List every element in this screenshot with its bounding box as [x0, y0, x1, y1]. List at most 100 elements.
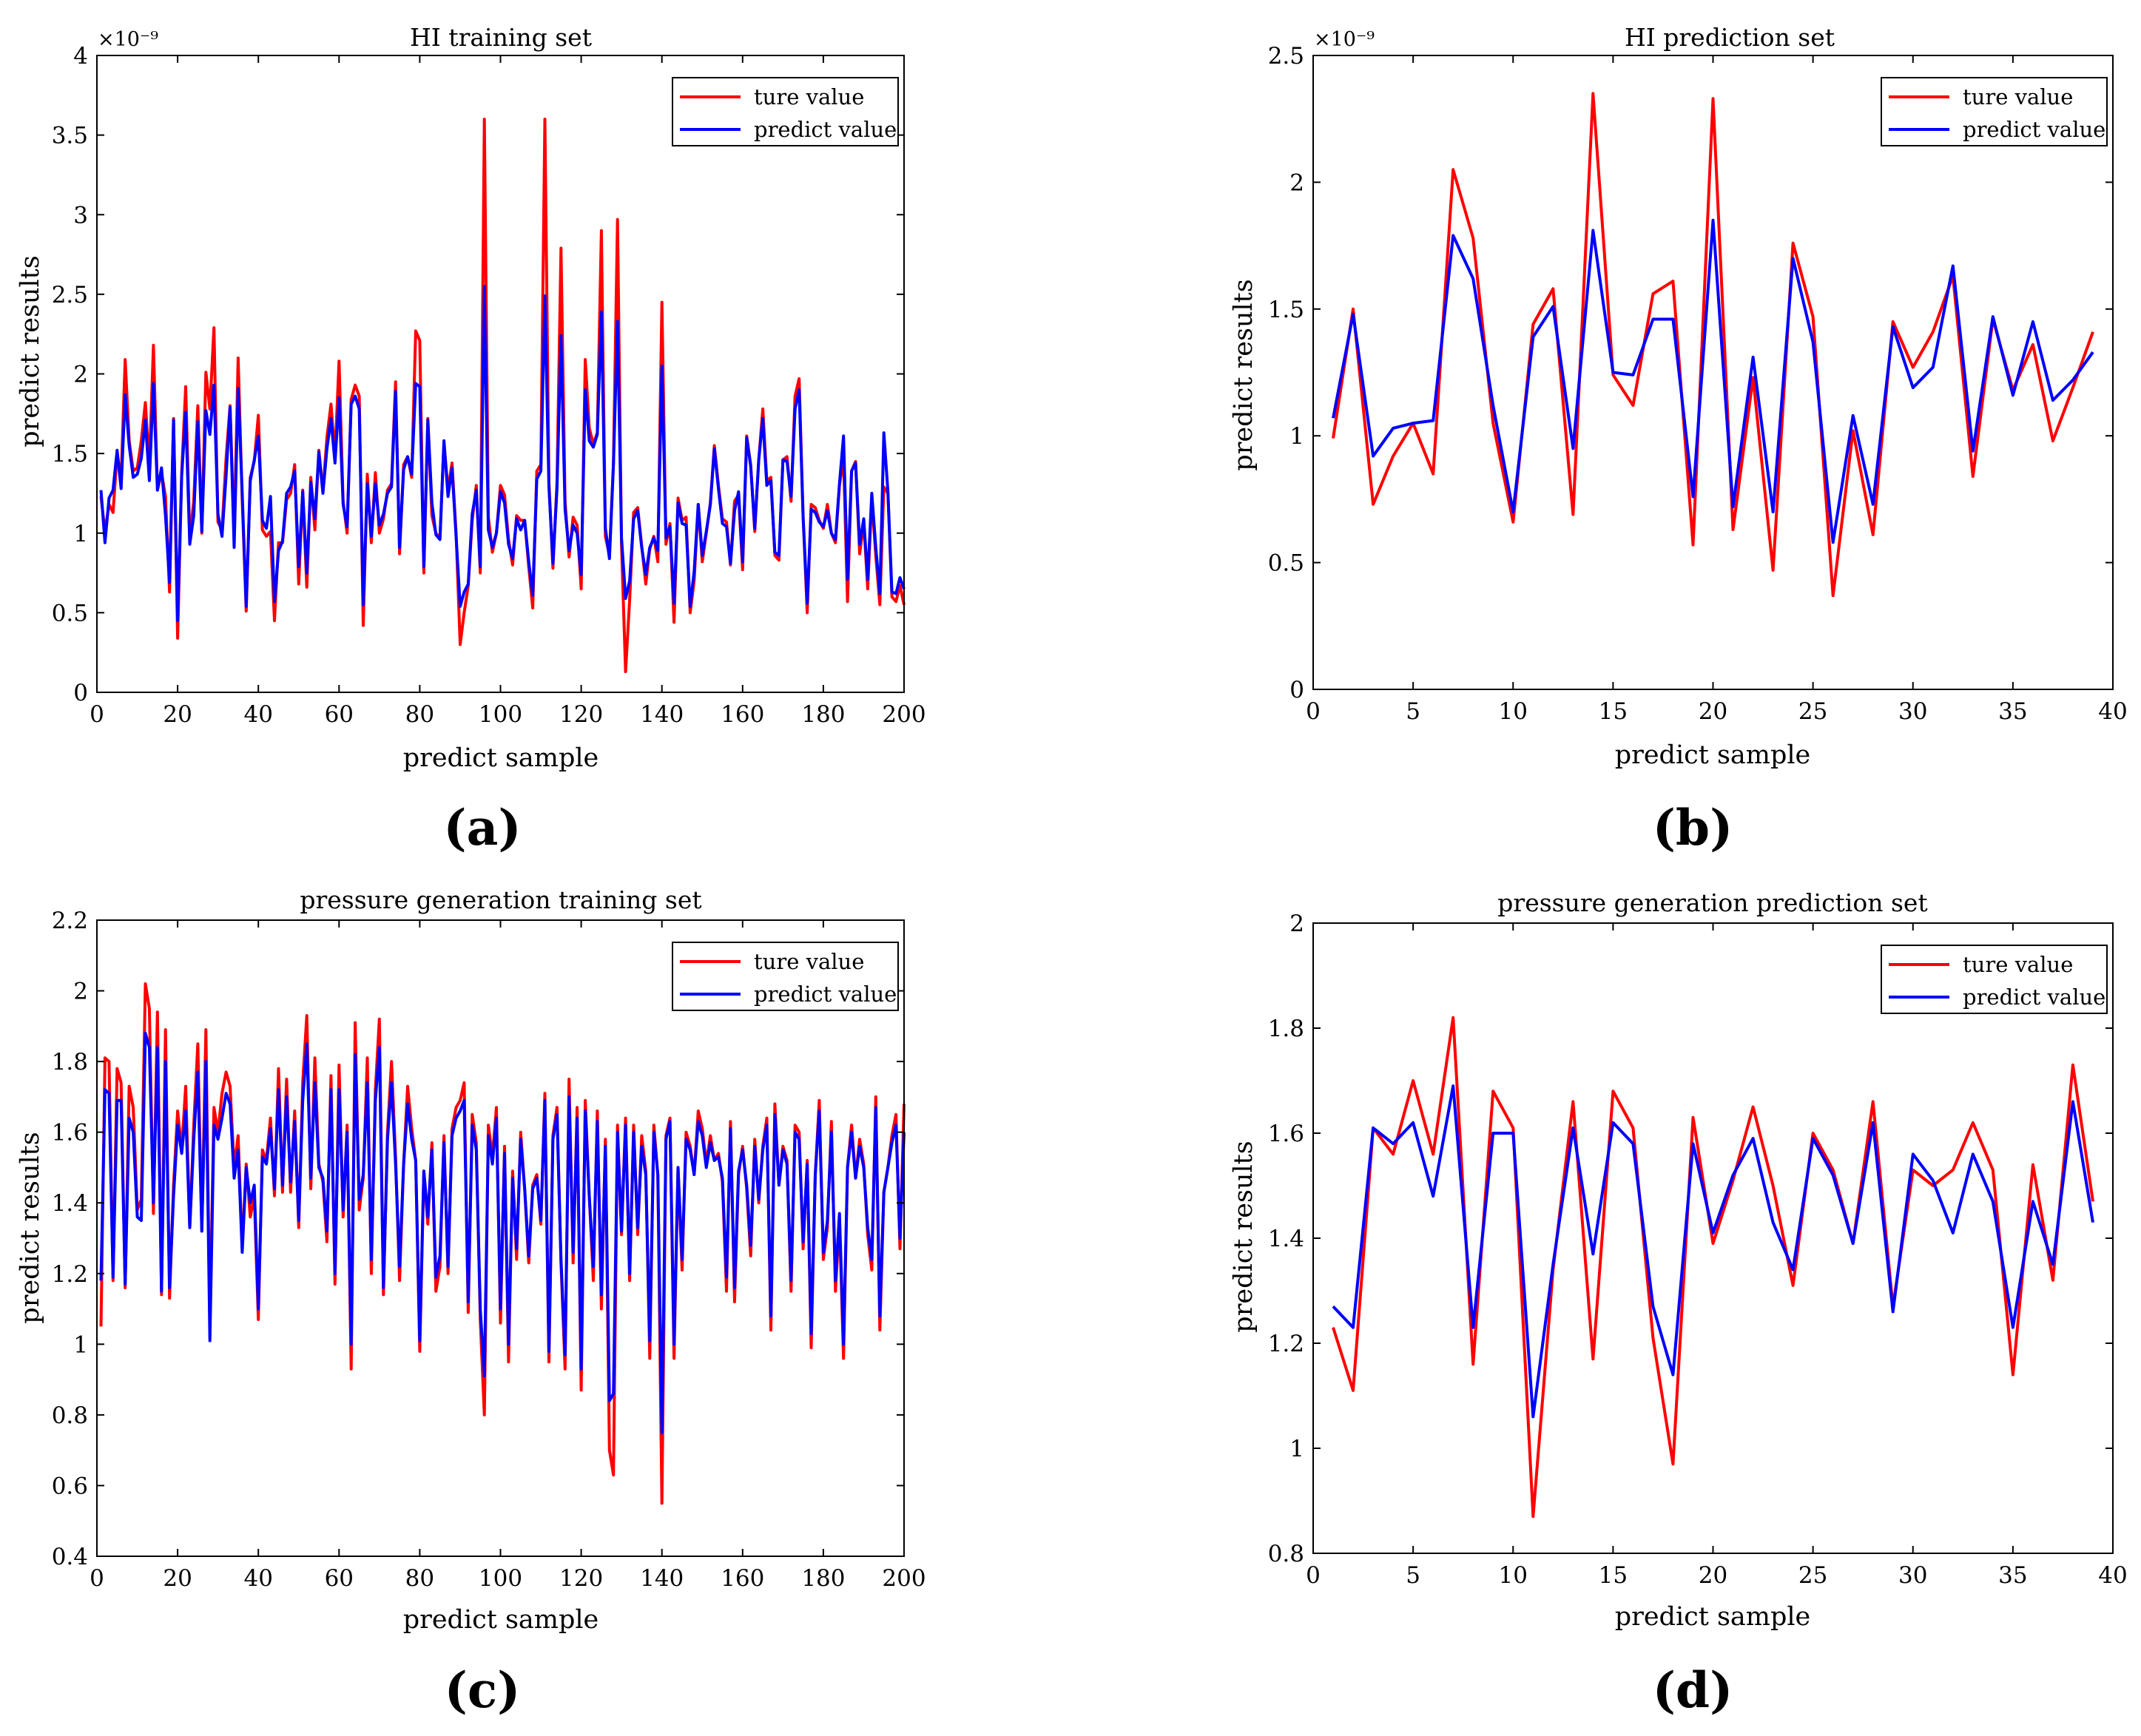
x-tick-label: 60: [325, 1565, 354, 1592]
x-tick-label: 40: [2098, 698, 2127, 725]
y-axis-label: predict results: [1229, 279, 1258, 470]
exponent-label: ×10⁻⁹: [98, 28, 158, 51]
y-tick-label: 2: [1289, 911, 1304, 937]
x-tick-label: 200: [882, 701, 925, 728]
x-tick-label: 15: [1599, 698, 1628, 725]
x-axis-label: predict sample: [403, 743, 599, 773]
x-tick-label: 0: [1306, 698, 1321, 725]
y-tick-label: 1.2: [52, 1261, 88, 1288]
y-tick-label: 1.2: [1268, 1331, 1304, 1357]
panel-label: (b): [1653, 799, 1733, 857]
y-tick-label: 1.8: [52, 1049, 88, 1075]
x-tick-label: 180: [801, 1565, 845, 1592]
predict-value-line: [99, 1031, 906, 1434]
x-tick-label: 60: [325, 701, 354, 728]
x-tick-label: 20: [1699, 1562, 1727, 1589]
legend: ture value predict value: [1881, 77, 2108, 146]
x-tick-label: 160: [721, 701, 764, 728]
predict-value-line: [1332, 1084, 2094, 1419]
x-tick-label: 10: [1499, 1562, 1528, 1589]
x-tick-label: 40: [2098, 1562, 2127, 1589]
y-tick-label: 2.2: [52, 908, 88, 934]
chart-pressure-prediction: pressure generation prediction set predi…: [1229, 888, 2128, 1719]
chart-title: pressure generation training set: [300, 885, 701, 914]
x-tick-label: 80: [405, 701, 434, 728]
y-tick-label: 4: [73, 43, 88, 70]
plot-area: 0 5 10 15 20 25 30 35 40 0 0.5 1 1.5 2 2.5 ture value pr…: [1268, 43, 2128, 725]
y-tick-label: 1.4: [1268, 1226, 1304, 1252]
chart-title: HI training set: [410, 23, 592, 52]
legend-true-label: ture value: [1963, 952, 2073, 977]
x-tick-label: 15: [1599, 1562, 1628, 1589]
y-tick-label: 1: [73, 521, 88, 547]
legend-predict-label: predict value: [754, 117, 897, 142]
plot-area: 0 20 40 60 80 100 120 140 160 180 200 0.4 0.6 0.8 1 1.2…: [52, 908, 926, 1592]
x-tick-label: 160: [721, 1565, 764, 1592]
x-tick-label: 0: [1306, 1562, 1321, 1589]
y-tick-label: 2.5: [1268, 43, 1304, 70]
x-tick-label: 5: [1406, 1562, 1420, 1589]
legend-box: [672, 77, 899, 146]
panel-label: (a): [443, 799, 521, 857]
x-tick-label: 30: [1898, 698, 1927, 725]
y-tick-label: 2: [1289, 169, 1304, 196]
chart-hi-prediction: HI prediction set ×10⁻⁹ predict sample p…: [1229, 23, 2128, 857]
legend-true-label: ture value: [754, 949, 864, 974]
chart-title: pressure generation prediction set: [1497, 888, 1927, 917]
y-tick-label: 0.6: [52, 1473, 88, 1499]
legend: ture value predict value: [1881, 945, 2108, 1014]
y-tick-label: 1: [73, 1331, 88, 1358]
chart-hi-training: HI training set ×10⁻⁹ predict sample pre…: [16, 23, 926, 857]
legend: ture value predict value: [672, 942, 899, 1011]
y-tick-label: 0: [1289, 677, 1304, 703]
x-axis-label: predict sample: [1615, 1602, 1811, 1632]
legend-predict-label: predict value: [754, 982, 897, 1007]
x-tick-label: 0: [90, 1565, 104, 1592]
x-tick-label: 5: [1406, 698, 1420, 725]
x-tick-label: 25: [1798, 1562, 1827, 1589]
predict-value-line: [99, 285, 906, 623]
x-tick-label: 80: [405, 1565, 434, 1592]
y-tick-label: 1.6: [52, 1120, 88, 1146]
x-axis-label: predict sample: [1615, 740, 1811, 770]
x-axis-label: predict sample: [403, 1605, 599, 1635]
y-tick-label: 0.5: [1268, 550, 1304, 577]
x-tick-label: 120: [559, 701, 603, 728]
y-tick-label: 2.5: [52, 282, 88, 308]
legend: ture value predict value: [672, 77, 899, 146]
y-tick-label: 1: [1289, 423, 1304, 450]
x-tick-label: 25: [1798, 698, 1827, 725]
plot-area: 0 20 40 60 80 100 120 140 160 180 200 0 0.5 1 1.5 2 2.5 3…: [52, 43, 926, 728]
exponent-label: ×10⁻⁹: [1314, 28, 1375, 51]
true-value-line: [1332, 1016, 2094, 1519]
y-tick-label: 0.5: [52, 600, 88, 626]
x-tick-label: 20: [1699, 698, 1727, 725]
y-tick-label: 1.4: [52, 1190, 88, 1217]
plot-area: 0 5 10 15 20 25 30 35 40 0.8 1 1.2 1.4 1.6 1.8 2 ture va…: [1268, 911, 2128, 1589]
y-tick-label: 0.8: [1268, 1541, 1304, 1567]
x-tick-label: 35: [1998, 1562, 2027, 1589]
x-tick-label: 35: [1998, 698, 2027, 725]
chart-pressure-training: pressure generation training set predict…: [16, 885, 926, 1719]
y-axis-label: predict results: [16, 255, 45, 447]
x-tick-label: 40: [243, 1565, 272, 1592]
legend-box: [1881, 77, 2108, 146]
y-tick-label: 3: [73, 202, 88, 229]
legend-true-label: ture value: [754, 84, 864, 109]
x-tick-label: 10: [1499, 698, 1528, 725]
x-tick-label: 20: [163, 701, 192, 728]
predict-value-line: [1332, 218, 2094, 544]
y-tick-label: 0.8: [52, 1402, 88, 1429]
y-tick-label: 2: [73, 979, 88, 1005]
x-tick-label: 100: [479, 701, 522, 728]
x-tick-label: 20: [163, 1565, 192, 1592]
y-tick-label: 1.5: [52, 441, 88, 467]
x-tick-label: 30: [1898, 1562, 1927, 1589]
legend-box: [1881, 945, 2108, 1014]
y-tick-label: 1: [1289, 1436, 1304, 1462]
x-tick-label: 140: [640, 701, 684, 728]
y-tick-label: 1.5: [1268, 297, 1304, 323]
y-tick-label: 0: [73, 680, 88, 706]
